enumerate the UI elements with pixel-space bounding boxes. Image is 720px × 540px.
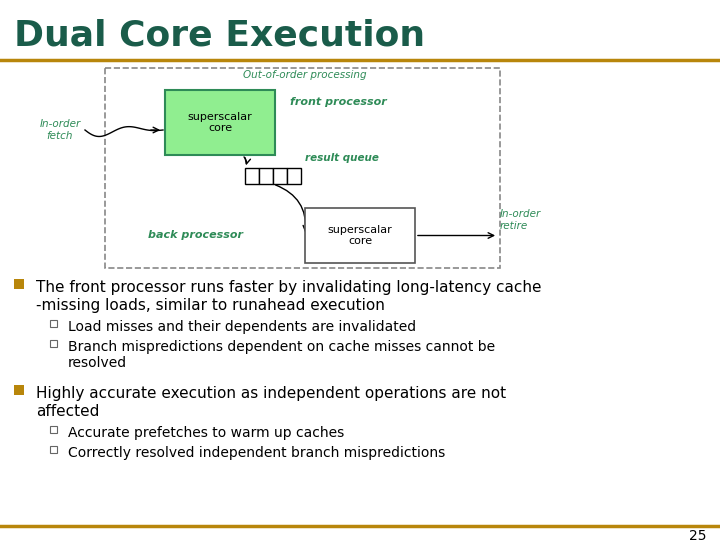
FancyBboxPatch shape bbox=[287, 168, 301, 184]
Bar bbox=[50, 446, 57, 453]
Text: front processor: front processor bbox=[290, 97, 387, 107]
Text: back processor: back processor bbox=[148, 230, 243, 240]
Bar bbox=[14, 279, 24, 289]
Text: The front processor runs faster by invalidating long-latency cache: The front processor runs faster by inval… bbox=[36, 280, 541, 295]
FancyBboxPatch shape bbox=[245, 168, 259, 184]
Text: affected: affected bbox=[36, 404, 99, 419]
FancyBboxPatch shape bbox=[305, 208, 415, 263]
Bar bbox=[14, 385, 24, 395]
Text: Load misses and their dependents are invalidated: Load misses and their dependents are inv… bbox=[68, 320, 416, 334]
Text: Accurate prefetches to warm up caches: Accurate prefetches to warm up caches bbox=[68, 426, 344, 440]
Text: resolved: resolved bbox=[68, 356, 127, 370]
Text: Correctly resolved independent branch mispredictions: Correctly resolved independent branch mi… bbox=[68, 446, 445, 460]
Text: Dual Core Execution: Dual Core Execution bbox=[14, 19, 425, 53]
Text: 25: 25 bbox=[688, 529, 706, 540]
Bar bbox=[50, 320, 57, 327]
FancyBboxPatch shape bbox=[165, 90, 275, 155]
Text: In-order
retire: In-order retire bbox=[500, 209, 541, 231]
Text: Highly accurate execution as independent operations are not: Highly accurate execution as independent… bbox=[36, 386, 506, 401]
Bar bbox=[50, 340, 57, 347]
Text: -missing loads, similar to runahead execution: -missing loads, similar to runahead exec… bbox=[36, 298, 385, 313]
FancyBboxPatch shape bbox=[259, 168, 273, 184]
Text: In-order
fetch: In-order fetch bbox=[40, 119, 81, 141]
Text: Branch mispredictions dependent on cache misses cannot be: Branch mispredictions dependent on cache… bbox=[68, 340, 495, 354]
Text: result queue: result queue bbox=[305, 153, 379, 163]
Text: superscalar
core: superscalar core bbox=[328, 225, 392, 246]
Bar bbox=[50, 426, 57, 433]
Text: superscalar
core: superscalar core bbox=[188, 112, 253, 133]
Text: Out-of-order processing: Out-of-order processing bbox=[243, 70, 366, 80]
FancyBboxPatch shape bbox=[273, 168, 287, 184]
